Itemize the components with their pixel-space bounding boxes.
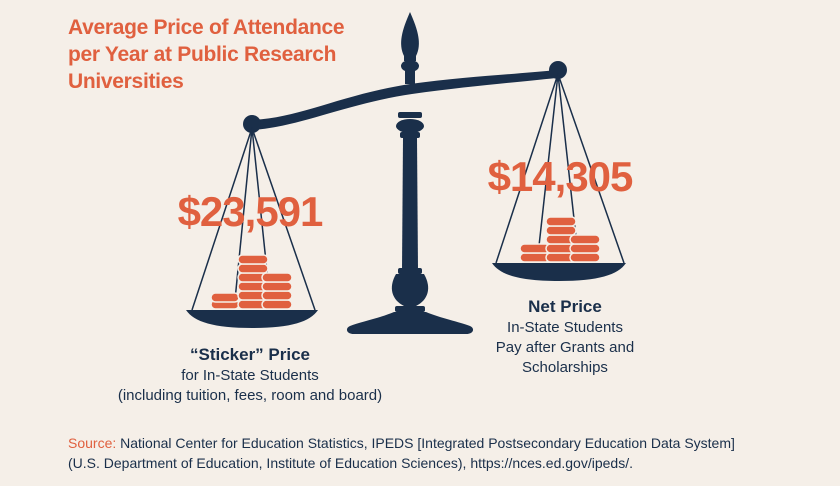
net-price-line-3: Scholarships xyxy=(522,359,608,376)
source-label: Source: xyxy=(68,435,117,451)
left-coin-stacks xyxy=(210,254,293,310)
sticker-price-amount: $23,591 xyxy=(177,188,324,235)
net-price-heading: Net Price xyxy=(528,297,602,316)
chart-title: Average Price of Attendance per Year at … xyxy=(68,14,368,95)
net-price-line-2: Pay after Grants and xyxy=(495,339,635,356)
title-line-3: Universities xyxy=(68,70,184,93)
source-line-1: National Center for Education Statistics… xyxy=(116,435,735,451)
net-price-caption: Net Price In-State Students Pay after Gr… xyxy=(460,296,670,378)
sticker-price-caption: “Sticker” Price for In-State Students (i… xyxy=(110,344,390,406)
right-pan xyxy=(492,61,626,281)
right-coin-stacks xyxy=(519,216,601,263)
sticker-price-line-2: (including tuition, fees, room and board… xyxy=(117,387,383,404)
source-line-2: (U.S. Department of Education, Institute… xyxy=(68,455,633,471)
title-line-1: Average Price of Attendance xyxy=(68,16,345,39)
source-note: Source: National Center for Education St… xyxy=(68,433,808,473)
scale-column xyxy=(346,12,474,334)
net-price-amount: $14,305 xyxy=(487,153,634,200)
left-pan xyxy=(186,115,318,328)
scale-beam xyxy=(252,70,556,130)
net-price-line-1: In-State Students xyxy=(507,319,623,336)
title-line-2: per Year at Public Research xyxy=(68,43,337,66)
sticker-price-heading: “Sticker” Price xyxy=(189,345,310,364)
sticker-price-line-1: for In-State Students xyxy=(181,367,319,384)
